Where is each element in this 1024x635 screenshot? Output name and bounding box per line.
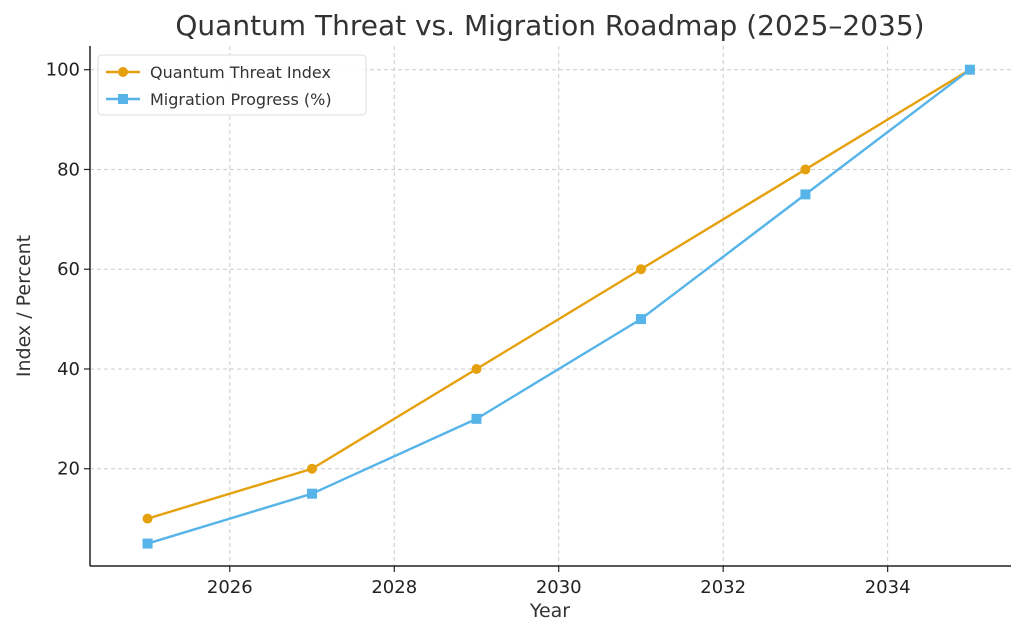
series-1-point [800, 164, 811, 175]
grid [90, 46, 1011, 566]
y-tick-label: 100 [46, 60, 80, 81]
series-2-point [471, 413, 482, 424]
legend-marker [118, 67, 128, 77]
y-tick-label: 80 [57, 159, 80, 180]
series-group [142, 64, 975, 549]
x-tick-label: 2026 [207, 577, 253, 598]
y-axis-label: Index / Percent [13, 235, 35, 377]
series-2-point [307, 488, 318, 499]
axes [89, 46, 1011, 567]
legend-label: Migration Progress (%) [150, 90, 332, 109]
legend-marker [118, 94, 128, 104]
x-axis-label: Year [529, 600, 570, 622]
x-tick-label: 2034 [865, 577, 911, 598]
y-tick-label: 40 [57, 359, 80, 380]
series-2-line [147, 68, 971, 545]
y-axis-ticks: 20 40 60 80 100 [46, 60, 90, 480]
chart-title: Quantum Threat vs. Migration Roadmap (20… [175, 9, 924, 42]
y-tick-label: 20 [57, 459, 80, 480]
series-2-point [800, 189, 811, 200]
legend-box [97, 54, 367, 116]
series-2-point [964, 64, 975, 75]
legend-label: Quantum Threat Index [150, 63, 331, 82]
legend: Quantum Threat Index Migration Progress (… [97, 54, 367, 116]
y-tick-label: 60 [57, 259, 80, 280]
x-tick-label: 2030 [536, 577, 582, 598]
series-2-point [142, 538, 153, 549]
series-1-point [635, 264, 646, 275]
series-2-point [635, 314, 646, 325]
x-tick-label: 2032 [700, 577, 746, 598]
x-tick-label: 2028 [371, 577, 417, 598]
series-1-point [142, 513, 153, 524]
x-axis-ticks: 2026 2028 2030 2032 2034 [207, 566, 911, 598]
series-1-point [471, 363, 482, 374]
series-1-point [307, 463, 318, 474]
series-1-line [147, 68, 971, 520]
